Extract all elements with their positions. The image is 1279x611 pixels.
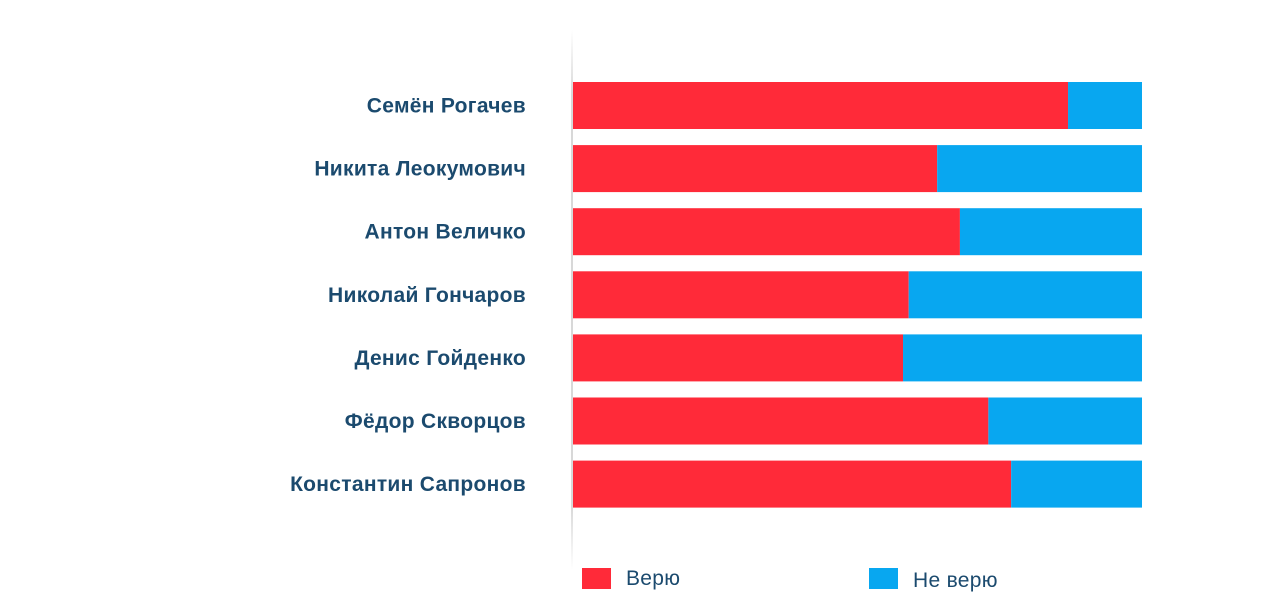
bar-segment-disbelieve-2 bbox=[937, 145, 1142, 193]
bar-segment-believe-6 bbox=[573, 397, 989, 445]
bars-group bbox=[573, 82, 1142, 508]
category-label-6: Фёдор Скворцов bbox=[345, 410, 526, 433]
bar-segment-disbelieve-5 bbox=[903, 334, 1142, 382]
category-label-7: Константин Сапронов bbox=[290, 473, 526, 496]
category-label-4: Николай Гончаров bbox=[328, 284, 526, 307]
bar-segment-disbelieve-3 bbox=[959, 208, 1142, 256]
bar-segment-disbelieve-6 bbox=[988, 397, 1142, 445]
category-label-1: Семён Рогачев bbox=[367, 95, 526, 118]
bar-segment-believe-2 bbox=[573, 145, 938, 193]
legend-label-believe: Верю bbox=[626, 567, 680, 590]
legend-swatch-believe bbox=[582, 568, 611, 589]
bar-segment-disbelieve-1 bbox=[1068, 82, 1142, 129]
bar-segment-disbelieve-7 bbox=[1011, 460, 1142, 508]
bar-segment-believe-3 bbox=[573, 208, 960, 256]
y-axis-line bbox=[571, 30, 573, 570]
bar-segment-believe-1 bbox=[573, 82, 1069, 129]
bar-segment-believe-4 bbox=[573, 271, 909, 319]
category-label-2: Никита Леокумович bbox=[314, 158, 526, 181]
legend: Верю Не верю bbox=[582, 567, 998, 592]
legend-swatch-disbelieve bbox=[869, 568, 898, 589]
bar-segment-believe-7 bbox=[573, 460, 1012, 508]
category-label-5: Денис Гойденко bbox=[354, 347, 526, 370]
category-labels-group: Семён Рогачев Никита Леокумович Антон Вели… bbox=[290, 95, 526, 497]
category-label-3: Антон Величко bbox=[365, 221, 526, 244]
bar-segment-disbelieve-4 bbox=[908, 271, 1142, 319]
bar-segment-believe-5 bbox=[573, 334, 904, 382]
legend-label-disbelieve: Не верю bbox=[913, 569, 998, 592]
